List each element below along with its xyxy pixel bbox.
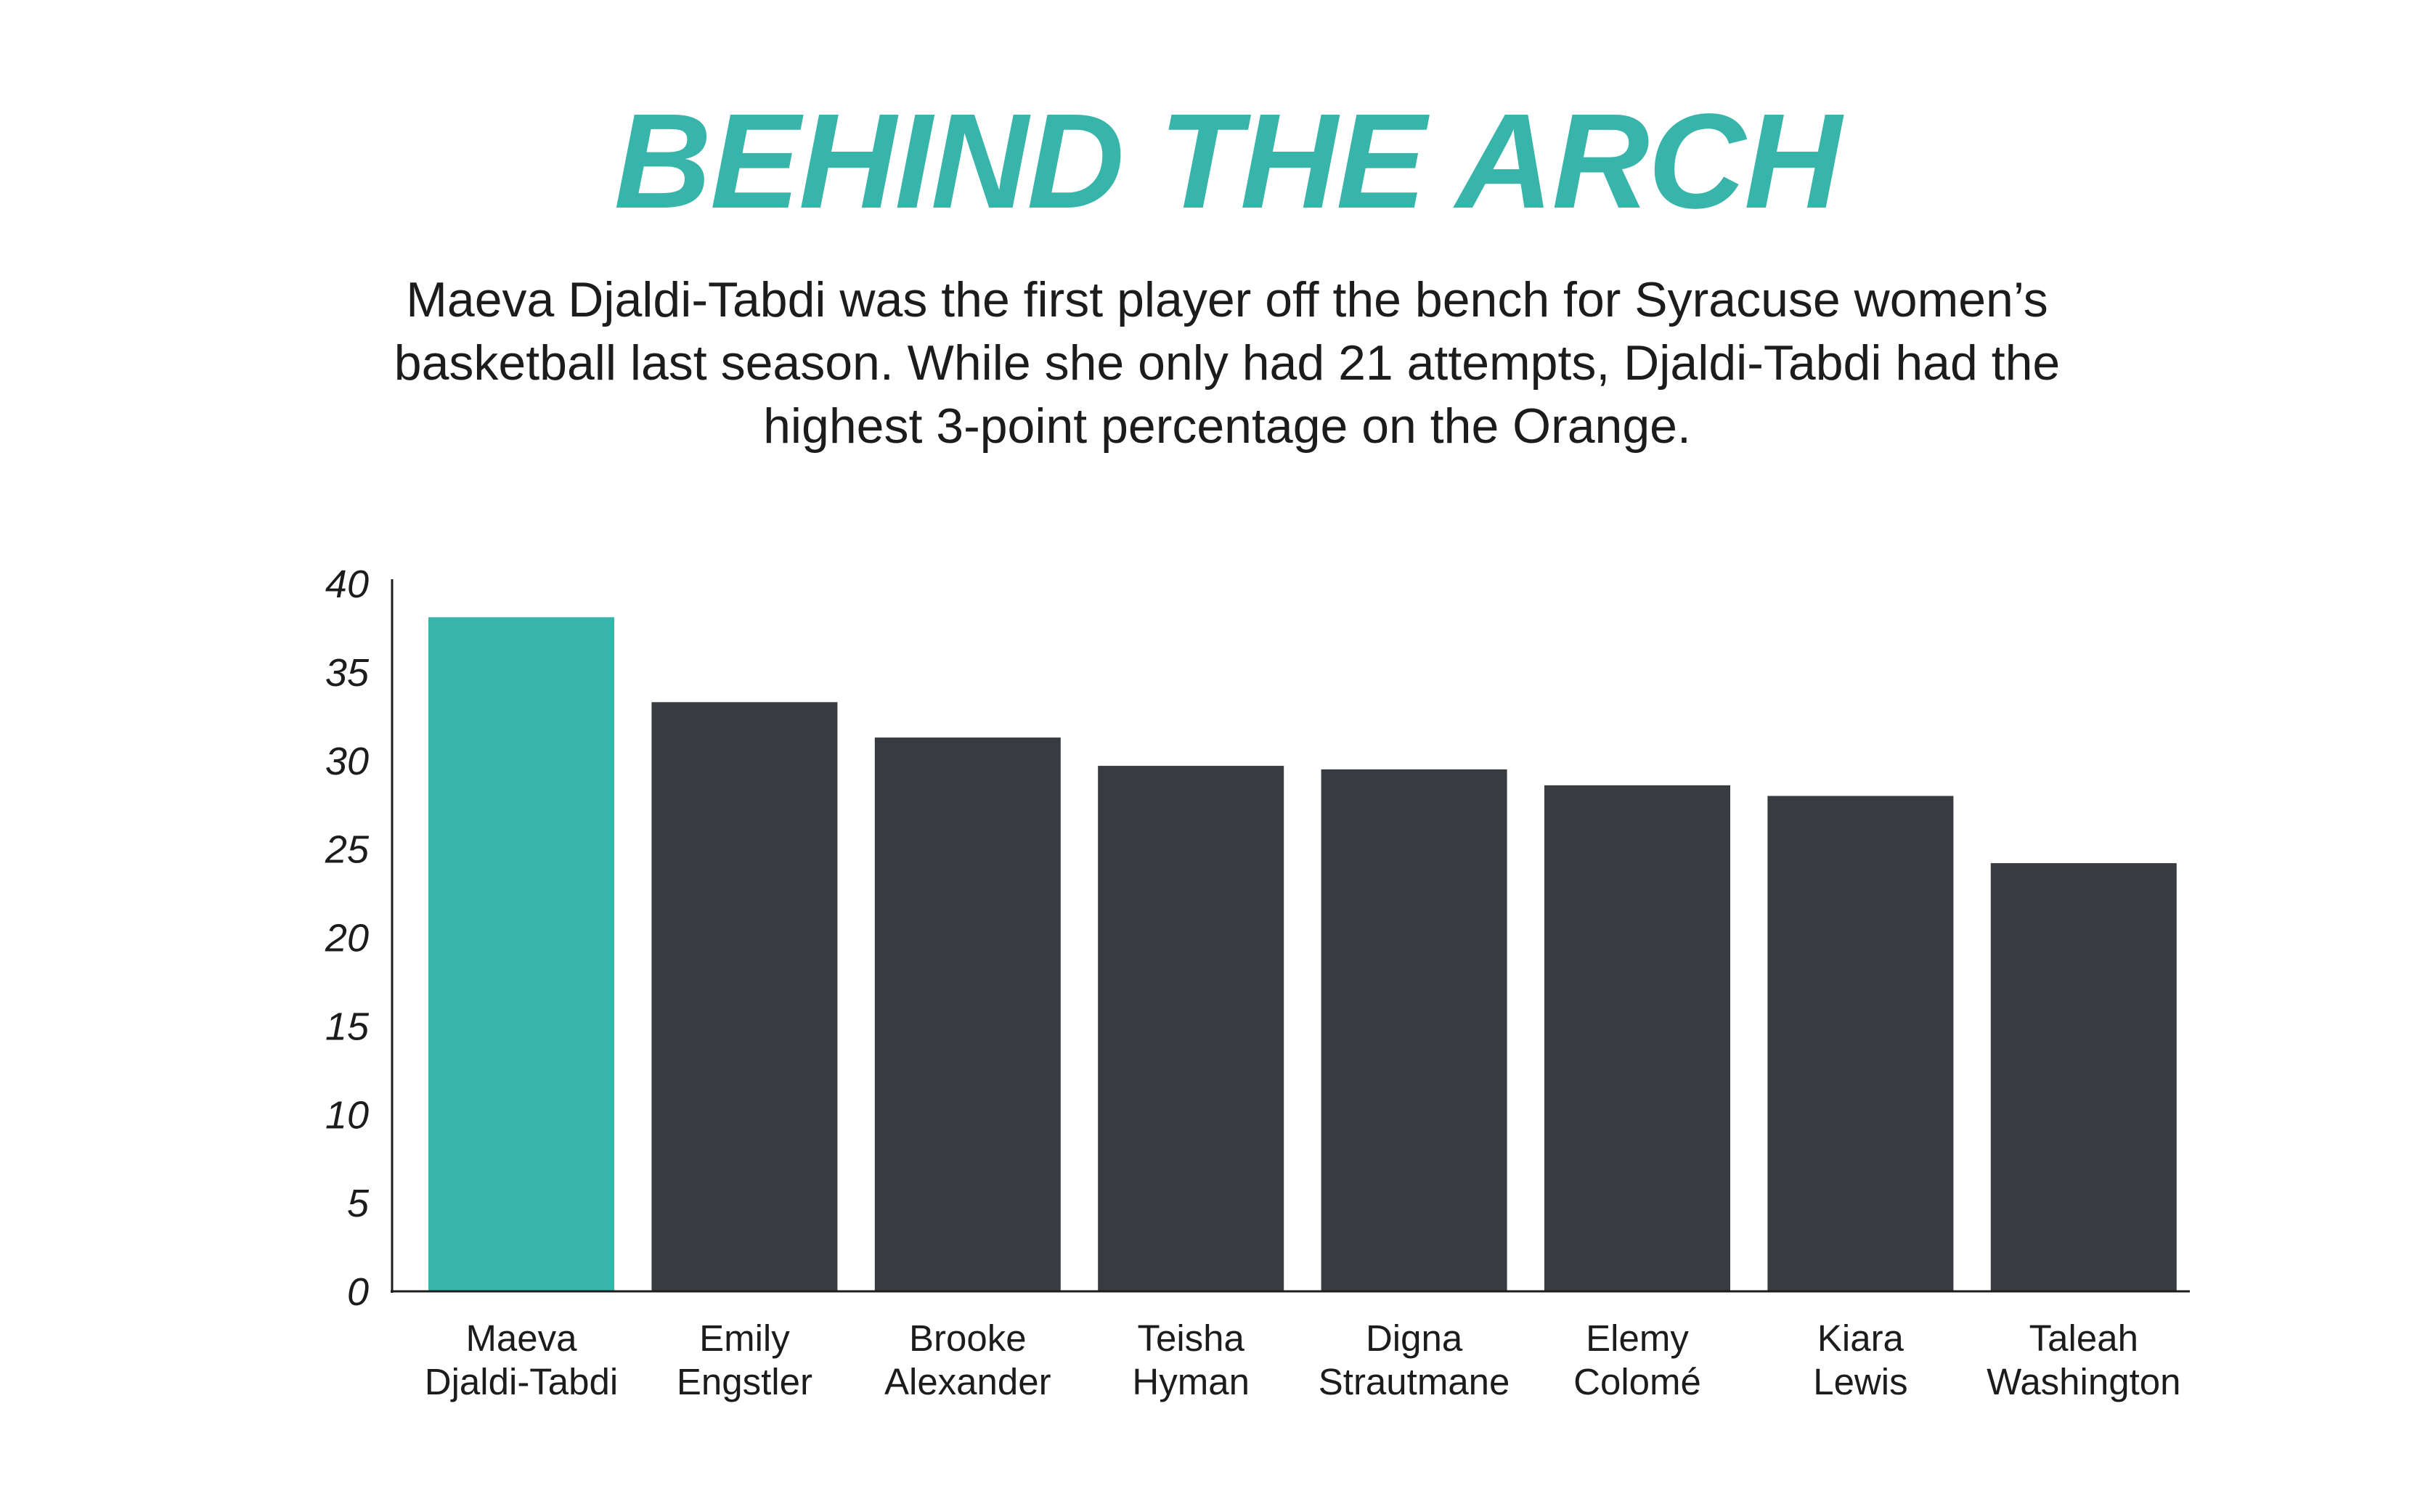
x-category-label: Elemy xyxy=(1586,1317,1689,1359)
bar-2 xyxy=(874,737,1061,1291)
x-category-label: Hyman xyxy=(1132,1361,1250,1402)
axes-layer xyxy=(391,579,2190,1293)
x-category-label: Digna xyxy=(1366,1317,1463,1359)
x-category-label: Washington xyxy=(1987,1361,2180,1402)
x-category-label: Kiara xyxy=(1817,1317,1904,1359)
x-category-label: Lewis xyxy=(1813,1361,1907,1402)
y-tick-label: 25 xyxy=(325,828,370,872)
y-tick-label: 40 xyxy=(325,563,369,606)
bars-layer xyxy=(428,617,2177,1291)
y-tick-label: 20 xyxy=(325,917,369,960)
x-category-label: Colomé xyxy=(1573,1361,1701,1402)
x-category-label: Strautmane xyxy=(1319,1361,1510,1402)
bar-3 xyxy=(1098,766,1284,1291)
x-category-label: Alexander xyxy=(884,1361,1051,1402)
y-tick-label: 0 xyxy=(347,1270,369,1314)
y-tick-labels: 0 5 10 15 20 25 30 35 40 xyxy=(325,563,370,1314)
chart-subtitle: Maeva Djaldi-Tabdi was the first player … xyxy=(394,272,2061,454)
y-tick-label: 5 xyxy=(347,1182,370,1225)
x-category-label: Brooke xyxy=(909,1317,1027,1359)
bar-6 xyxy=(1767,796,1954,1291)
bar-0 xyxy=(428,617,614,1291)
y-tick-label: 35 xyxy=(325,651,370,695)
bar-4 xyxy=(1321,769,1507,1291)
chart-title: BEHIND THE ARCH xyxy=(614,86,1842,237)
x-category-label: Emily xyxy=(699,1317,790,1359)
y-tick-label: 10 xyxy=(325,1093,369,1137)
bar-7 xyxy=(1990,863,2177,1291)
bar-5 xyxy=(1544,785,1730,1291)
x-category-label: Engstler xyxy=(677,1361,812,1402)
x-category-label: Taleah xyxy=(2029,1317,2138,1359)
x-category-label: Teisha xyxy=(1137,1317,1244,1359)
x-category-label: Maeva xyxy=(465,1317,577,1359)
y-tick-label: 30 xyxy=(325,740,369,783)
x-category-label: Djaldi-Tabdi xyxy=(425,1361,618,1402)
bar-1 xyxy=(651,702,838,1291)
y-tick-label: 15 xyxy=(325,1005,370,1048)
